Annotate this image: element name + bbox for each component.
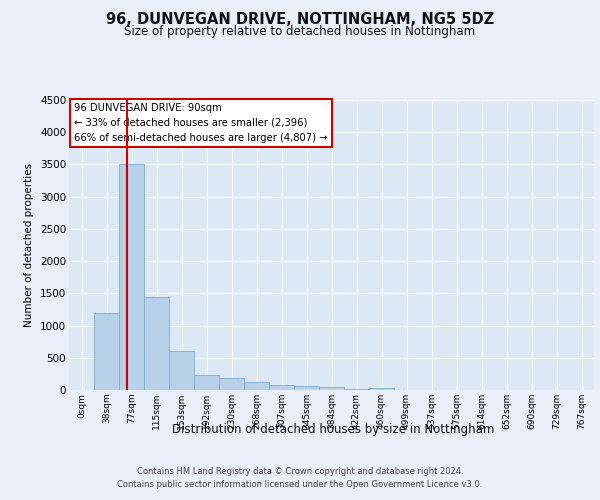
Bar — [119, 164, 144, 390]
Bar — [94, 312, 119, 390]
Bar — [294, 386, 319, 390]
Bar — [269, 385, 294, 390]
Bar — [244, 382, 269, 390]
Bar — [194, 374, 219, 390]
Text: 96, DUNVEGAN DRIVE, NOTTINGHAM, NG5 5DZ: 96, DUNVEGAN DRIVE, NOTTINGHAM, NG5 5DZ — [106, 12, 494, 28]
Text: Contains HM Land Registry data © Crown copyright and database right 2024.: Contains HM Land Registry data © Crown c… — [137, 468, 463, 476]
Text: Contains public sector information licensed under the Open Government Licence v3: Contains public sector information licen… — [118, 480, 482, 489]
Text: Distribution of detached houses by size in Nottingham: Distribution of detached houses by size … — [172, 422, 494, 436]
Text: 96 DUNVEGAN DRIVE: 90sqm
← 33% of detached houses are smaller (2,396)
66% of sem: 96 DUNVEGAN DRIVE: 90sqm ← 33% of detach… — [74, 103, 328, 142]
Y-axis label: Number of detached properties: Number of detached properties — [25, 163, 34, 327]
Bar — [369, 388, 394, 390]
Bar — [144, 296, 169, 390]
Text: Size of property relative to detached houses in Nottingham: Size of property relative to detached ho… — [124, 25, 476, 38]
Bar — [169, 352, 194, 390]
Bar — [219, 378, 244, 390]
Bar — [319, 387, 344, 390]
